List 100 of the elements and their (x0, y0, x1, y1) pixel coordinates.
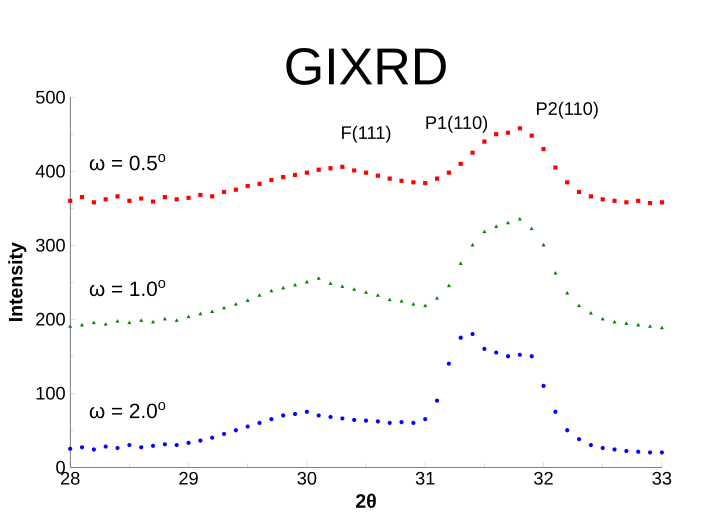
point (174, 197, 179, 202)
point (565, 180, 570, 184)
point (292, 172, 298, 178)
point (292, 412, 298, 416)
point (376, 174, 380, 178)
point (352, 418, 356, 422)
point (388, 176, 392, 181)
point (412, 302, 416, 306)
point (589, 311, 593, 315)
point (612, 320, 616, 324)
point (246, 184, 250, 188)
point (316, 413, 321, 418)
point (434, 398, 440, 403)
point (116, 319, 120, 323)
point (210, 194, 214, 199)
point (411, 180, 416, 184)
point (352, 168, 356, 173)
point (304, 170, 309, 175)
point (399, 178, 404, 183)
point (576, 437, 582, 442)
point (588, 443, 593, 448)
point (624, 322, 628, 325)
point (328, 166, 333, 170)
point (530, 134, 534, 138)
point (624, 448, 628, 454)
point (340, 164, 344, 169)
point (316, 168, 321, 172)
y-tick-label: 100 (36, 386, 65, 400)
point (222, 306, 226, 310)
point (115, 446, 120, 450)
point (518, 126, 522, 130)
point (139, 318, 144, 322)
series-label: ω = 1.0$^{o}$ (90, 280, 166, 296)
point (458, 336, 463, 340)
point (328, 414, 333, 420)
x-tick-label: 32 (534, 472, 553, 485)
point (246, 298, 250, 302)
point (648, 201, 652, 206)
point (234, 188, 238, 192)
point (150, 444, 156, 448)
point (234, 428, 238, 432)
point (506, 220, 510, 224)
point (565, 428, 570, 432)
point (68, 198, 72, 203)
point (423, 304, 428, 308)
point (447, 284, 451, 288)
point (92, 200, 96, 204)
y-axis-title: Intensity (8, 242, 26, 322)
point (364, 418, 368, 423)
y-tick-label: 300 (36, 238, 65, 252)
annotation: F(111) (342, 126, 390, 143)
point (127, 443, 132, 448)
point (660, 450, 664, 455)
point (506, 130, 510, 135)
point (80, 445, 84, 450)
point (104, 322, 108, 326)
point (150, 200, 156, 204)
point (648, 324, 652, 328)
point (636, 323, 640, 326)
point (270, 289, 274, 292)
point (186, 196, 191, 200)
point (364, 290, 368, 294)
y-tick-label: 400 (36, 164, 65, 178)
point (518, 352, 522, 357)
point (210, 436, 214, 440)
point (435, 296, 439, 300)
point (222, 432, 226, 436)
point (482, 346, 486, 351)
point (258, 294, 262, 297)
point (400, 299, 404, 303)
point (139, 445, 144, 450)
point (541, 146, 546, 152)
point (281, 413, 286, 418)
point (186, 314, 190, 318)
annotation: P1(110) (426, 116, 488, 133)
point (494, 224, 498, 228)
chart-title: GIXRD (286, 48, 446, 85)
point (162, 442, 167, 446)
x-tick-label: 31 (416, 472, 434, 485)
point (128, 320, 132, 324)
point (92, 320, 96, 324)
point (151, 320, 155, 324)
point (600, 446, 605, 450)
point (530, 354, 534, 358)
point (340, 416, 344, 421)
point (636, 198, 640, 203)
point (68, 324, 72, 328)
y-tick-label: 500 (36, 90, 65, 104)
point (257, 182, 262, 186)
point (458, 162, 463, 166)
point (588, 194, 593, 199)
point (174, 443, 179, 448)
point (340, 284, 344, 288)
point (518, 217, 522, 221)
point (494, 350, 498, 355)
point (506, 354, 510, 358)
point (577, 304, 581, 308)
point (198, 192, 202, 198)
point (624, 200, 628, 204)
point (553, 410, 558, 414)
